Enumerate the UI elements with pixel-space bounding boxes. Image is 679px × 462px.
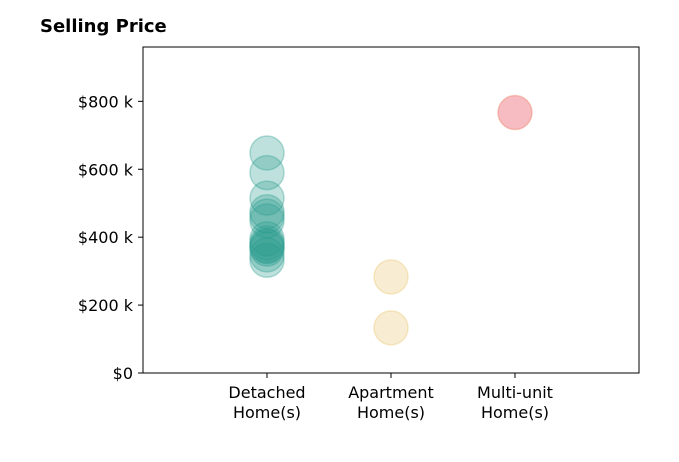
data-point [249,154,285,191]
data-point [249,225,285,261]
data-point [249,237,285,273]
x-tick-label: Apartment Home(s) [348,383,434,422]
data-point [249,203,285,239]
data-point [249,228,285,265]
y-tick-label: $400 k [78,228,134,247]
y-tick-label: $0 [113,364,133,383]
y-tick-label: $600 k [78,160,134,179]
chart-title: Selling Price [40,16,167,37]
data-point [249,180,285,216]
data-point [373,310,409,346]
x-tick-label: Multi-unit Home(s) [477,383,553,422]
x-tick-label: Detached Home(s) [228,383,305,422]
data-point [249,242,285,279]
data-point [249,231,285,267]
data-point [373,259,409,295]
data-point [249,198,285,234]
x-axis: Detached Home(s) Apartment Home(s) Multi-uni… [228,373,553,422]
data-point [249,193,285,230]
data-point [249,221,285,257]
data-point [497,94,533,131]
y-axis: $0 $200 k $400 k $600 k $800 k [78,92,143,383]
y-tick-label: $200 k [78,296,134,315]
data-point [249,135,285,171]
data-points [249,94,533,346]
y-tick-label: $800 k [78,92,134,111]
data-point [249,227,285,264]
